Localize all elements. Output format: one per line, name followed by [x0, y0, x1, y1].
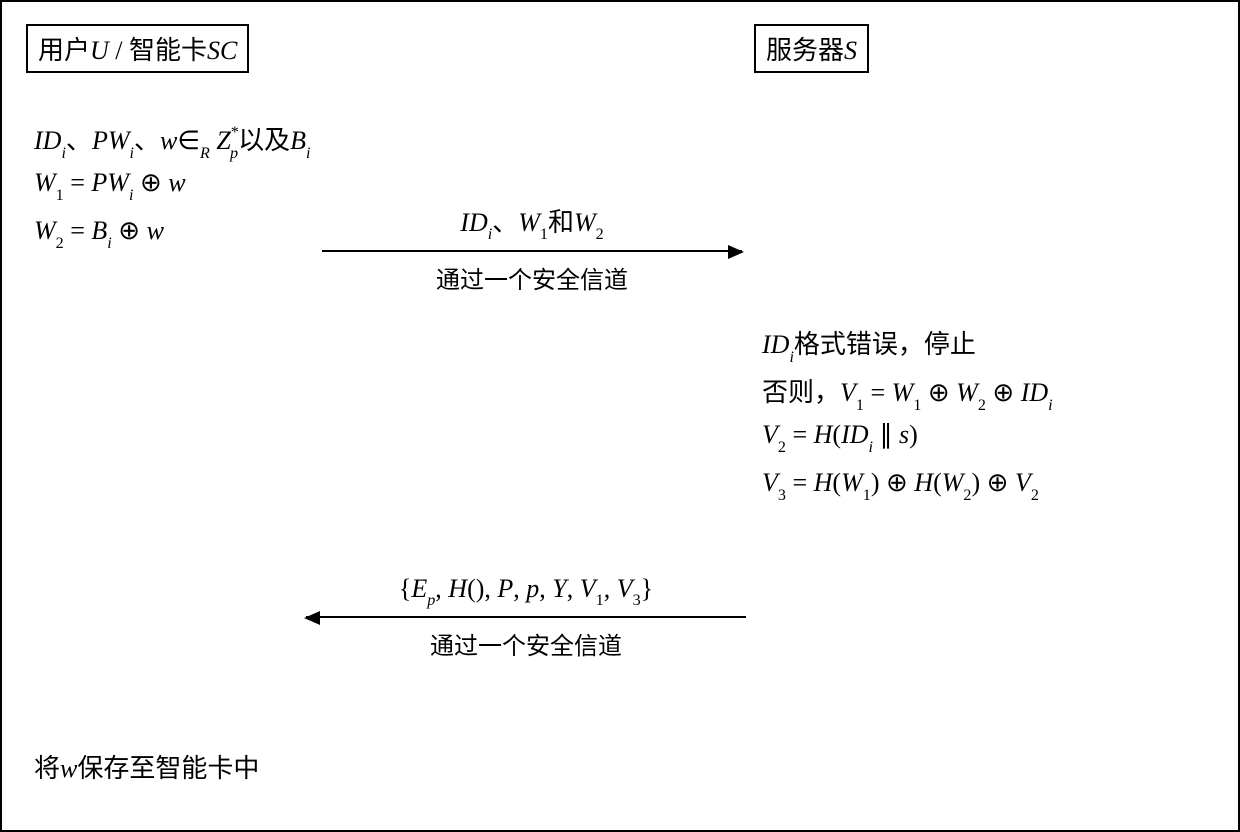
- right-line-4: V3 = H(W1) ⊕ H(W2) ⊕ V2: [762, 468, 1039, 502]
- arrow-1: IDi、W1和W2 通过一个安全信道: [322, 250, 742, 252]
- arrow-1-line: [322, 250, 742, 252]
- arrow-2-line: [306, 616, 746, 618]
- left-line-1: IDi、PWi、w∈R Z*p以及Bi: [34, 120, 310, 160]
- left-line-2: W1 = PWi ⊕ w: [34, 168, 186, 202]
- left-party-box: 用户U / 智能卡SC: [26, 24, 249, 73]
- arrow-2-top-label: {Ep, H(), P, p, Y, V1, V3}: [306, 574, 746, 608]
- arrow-2-bottom-label: 通过一个安全信道: [306, 626, 746, 661]
- right-party-label: 服务器: [766, 36, 844, 65]
- arrow-1-head: [728, 245, 744, 259]
- arrow-2: {Ep, H(), P, p, Y, V1, V3} 通过一个安全信道: [306, 616, 746, 618]
- right-line-1: IDi格式错误，停止: [762, 324, 976, 364]
- left-party-var-sc: SC: [207, 36, 237, 65]
- arrow-1-top-label: IDi、W1和W2: [322, 202, 742, 242]
- left-line-3: W2 = Bi ⊕ w: [34, 216, 164, 250]
- left-party-label-user: 用户: [38, 36, 90, 65]
- left-party-var-u: U: [90, 36, 109, 65]
- right-party-box: 服务器S: [754, 24, 869, 73]
- right-line-2: 否则，V1 = W1 ⊕ W2 ⊕ IDi: [762, 372, 1053, 412]
- diagram-frame: 用户U / 智能卡SC 服务器S IDi、PWi、w∈R Z*p以及Bi W1 …: [0, 0, 1240, 832]
- left-party-label-sc: 智能卡: [129, 36, 207, 65]
- right-party-var-s: S: [844, 36, 857, 65]
- final-left-line: 将w保存至智能卡中: [34, 748, 259, 785]
- arrow-1-bottom-label: 通过一个安全信道: [322, 260, 742, 295]
- left-party-sep: /: [109, 36, 129, 65]
- arrow-2-head: [304, 611, 320, 625]
- right-line-3: V2 = H(IDi ∥ s): [762, 420, 918, 454]
